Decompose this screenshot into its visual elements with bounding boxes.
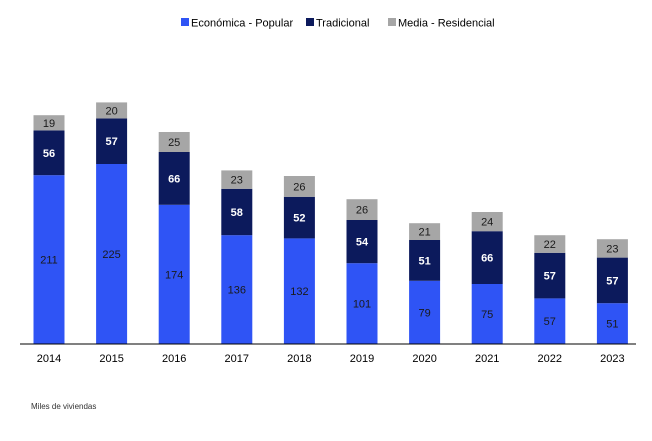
x-tick-label: 2016: [162, 353, 186, 365]
data-label: 54: [356, 237, 369, 249]
data-label: 66: [168, 173, 180, 185]
bar-segment: [158, 204, 190, 344]
bar-segment: [33, 130, 65, 176]
data-label: 21: [418, 227, 430, 239]
data-label: 57: [606, 275, 618, 287]
bar-segment: [96, 118, 128, 164]
x-tick-label: 2023: [600, 353, 624, 365]
x-tick-label: 2015: [99, 353, 123, 365]
bar-segment: [409, 280, 441, 344]
data-label: 57: [544, 271, 556, 283]
data-label: 20: [105, 105, 117, 117]
data-label: 101: [353, 299, 371, 311]
bar-segment: [471, 284, 503, 344]
bar-segment: [221, 170, 253, 189]
data-label: 51: [418, 255, 430, 267]
data-label: 79: [418, 307, 430, 319]
bar-segment: [346, 220, 378, 264]
bars: 211 56 19 225 57 20 174 66 25 136 58 23 132 52 26 101 54…: [33, 102, 628, 344]
bar-segment: [158, 132, 190, 152]
data-label: 174: [165, 269, 183, 281]
data-label: 24: [481, 217, 493, 229]
data-label: 51: [606, 319, 618, 331]
data-label: 19: [43, 118, 55, 130]
x-tick-label: 2018: [287, 353, 311, 365]
data-label: 136: [228, 285, 246, 297]
bar-segment: [221, 188, 253, 236]
x-tick-labels: 2014 2015 2016 2017 2018 2019 2020 2021 2022 2023: [37, 353, 625, 365]
x-tick-label: 2022: [538, 353, 562, 365]
bar-segment: [471, 212, 503, 232]
data-label: 57: [544, 316, 556, 328]
bar-segment: [158, 152, 190, 205]
data-label: 23: [606, 243, 618, 255]
legend-swatch: [388, 18, 396, 26]
bar-segment: [283, 176, 315, 197]
data-label: 26: [293, 181, 305, 193]
legend: Económica - Popular Tradicional Media - Re…: [181, 18, 495, 30]
bar-segment: [596, 239, 628, 258]
bar-segment: [283, 196, 315, 239]
bar-segment: [534, 235, 566, 253]
bar-segment: [534, 252, 566, 299]
bar-segment: [96, 164, 128, 344]
bar-segment: [596, 303, 628, 344]
x-tick-label: 2014: [37, 353, 61, 365]
x-tick-label: 2020: [412, 353, 436, 365]
data-label: 22: [544, 239, 556, 251]
data-label: 211: [40, 255, 58, 267]
bar-segment: [33, 115, 65, 131]
bar-segment: [346, 199, 378, 220]
bar-segment: [221, 235, 253, 344]
legend-label: Tradicional: [316, 18, 369, 30]
bar-segment: [283, 238, 315, 344]
bar-segment: [596, 257, 628, 304]
bar-segment: [409, 223, 441, 240]
bar-segment: [96, 102, 128, 119]
x-tick-label: 2021: [475, 353, 499, 365]
data-label: 23: [231, 175, 243, 187]
legend-swatch: [306, 18, 314, 26]
bar-segment: [33, 175, 65, 344]
data-label: 56: [43, 148, 55, 160]
legend-label: Media - Residencial: [398, 18, 495, 30]
data-label: 25: [168, 137, 180, 149]
bar-segment: [346, 263, 378, 344]
bar-segment: [409, 240, 441, 281]
legend-swatch: [181, 18, 189, 26]
data-label: 75: [481, 309, 493, 321]
data-label: 225: [102, 249, 120, 261]
data-label: 58: [231, 207, 243, 219]
data-label: 57: [105, 136, 117, 148]
data-label: 66: [481, 253, 493, 265]
units-footnote: Miles de viviendas: [31, 402, 97, 411]
x-tick-label: 2019: [350, 353, 374, 365]
bar-segment: [471, 231, 503, 284]
x-tick-label: 2017: [225, 353, 249, 365]
data-label: 132: [290, 286, 308, 298]
data-label: 52: [293, 213, 305, 225]
legend-label: Económica - Popular: [191, 18, 293, 30]
data-label: 26: [356, 205, 368, 217]
bar-segment: [534, 298, 566, 344]
